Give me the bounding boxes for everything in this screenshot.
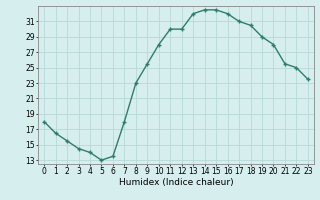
X-axis label: Humidex (Indice chaleur): Humidex (Indice chaleur) <box>119 178 233 187</box>
